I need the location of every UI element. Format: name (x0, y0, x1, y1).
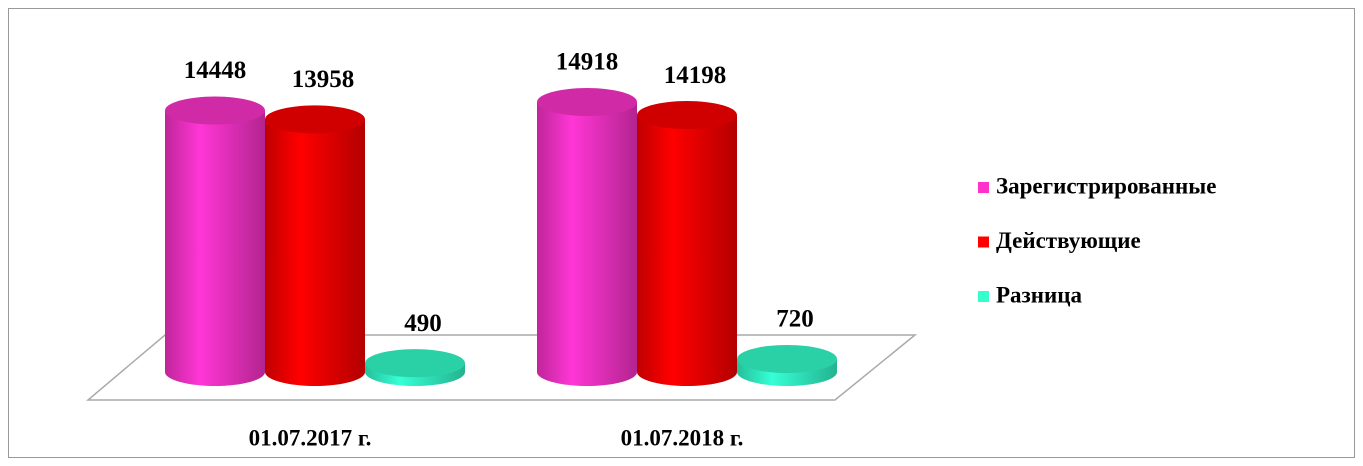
x-tick-label: 01.07.2017 г. (249, 425, 372, 450)
cylinder-body (537, 102, 637, 386)
legend-label: Действующие (996, 228, 1141, 253)
data-label: 13958 (292, 66, 355, 93)
x-tick-label: 01.07.2018 г. (621, 425, 744, 450)
cylinder (737, 344, 837, 386)
cylinder-top (165, 96, 265, 125)
cylinder-body (637, 115, 737, 386)
cylinder (537, 88, 637, 386)
cylinder-body (165, 110, 265, 386)
data-label: 14448 (184, 57, 247, 84)
cylinder-top (265, 105, 365, 134)
cylinder (165, 96, 265, 386)
cylinder-top (637, 101, 737, 130)
data-label: 720 (776, 306, 814, 333)
cylinder-body (265, 119, 365, 386)
data-label: 14198 (664, 62, 727, 89)
legend-label: Разница (996, 282, 1083, 307)
cylinder (637, 101, 737, 386)
cylinder-top (737, 344, 837, 373)
data-label: 14918 (556, 49, 619, 76)
data-label: 490 (404, 310, 442, 337)
cylinder-top (537, 88, 637, 116)
legend-label: Зарегистрированные (996, 173, 1216, 198)
cylinder (365, 349, 465, 386)
cylinder (265, 105, 365, 386)
legend-swatch (978, 291, 989, 302)
legend-swatch (978, 236, 989, 248)
cylinder-top (365, 349, 465, 378)
legend-swatch (978, 182, 989, 193)
